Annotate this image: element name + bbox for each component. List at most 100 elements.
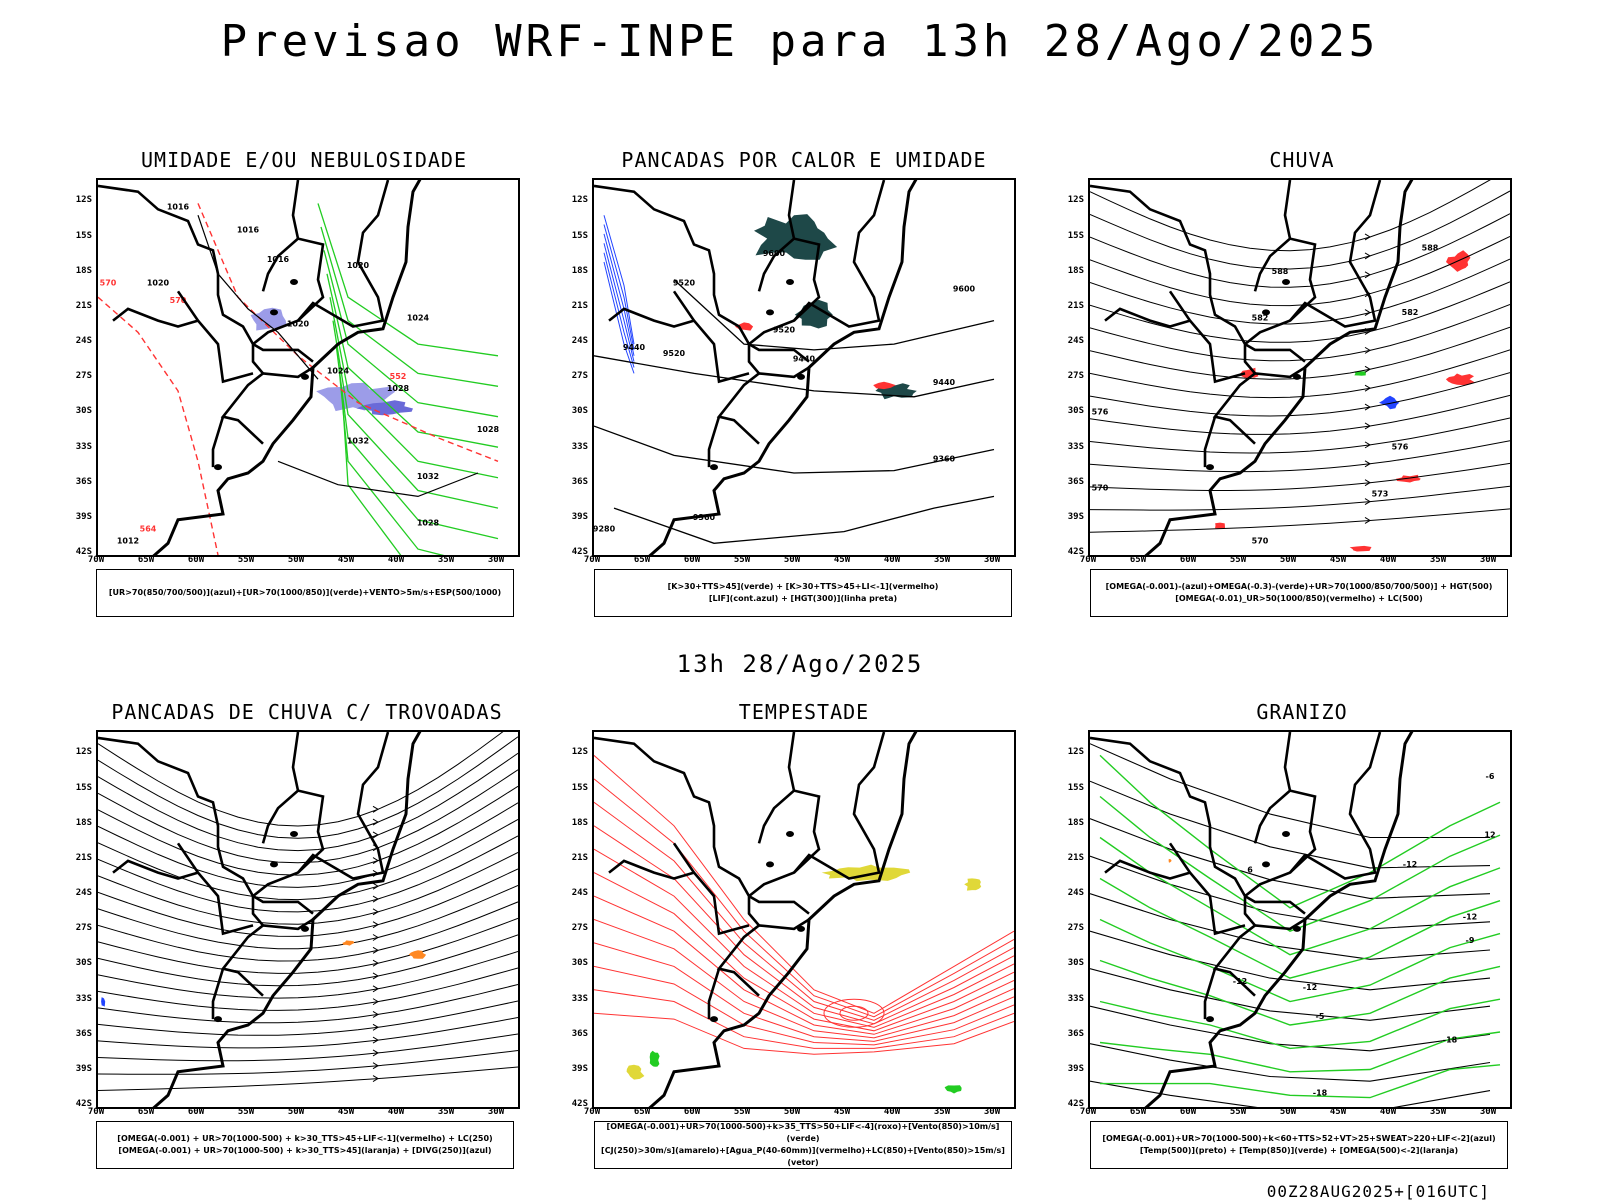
map-svg: 588 588 582 582 576 576 573 570 570 xyxy=(1090,180,1510,555)
border-line xyxy=(1254,366,1306,379)
contour-label: -6 xyxy=(1486,772,1495,781)
lon-tick-label: 65W xyxy=(137,555,155,565)
streamline-arrow xyxy=(372,1062,379,1070)
lon-tick-label: 60W xyxy=(1179,555,1197,565)
streamline-arrow xyxy=(1364,403,1371,411)
legend-line: [UR>70(850/700/500)](azul)+[UR>70(1000/8… xyxy=(108,588,502,597)
legend-line: [OMEGA(-0.001)+UR>70(1000-500)+k>35_TTS>… xyxy=(606,1122,1000,1143)
lat-tick-label: 15S xyxy=(75,230,92,241)
lon-tick-label: 35W xyxy=(437,1107,455,1117)
lake xyxy=(1293,373,1301,380)
red-streamline xyxy=(594,872,1014,1032)
lat-tick-label: 42S xyxy=(571,547,588,557)
lif-blue-contour xyxy=(603,215,635,345)
lon-tick-label: 70W xyxy=(87,555,105,565)
lon-tick-label: 30W xyxy=(983,555,1001,565)
border-line xyxy=(758,918,810,931)
lon-tick-label: 50W xyxy=(287,555,305,565)
temp850-isotherm xyxy=(1099,918,1501,1003)
streamline xyxy=(1090,372,1510,417)
streamline xyxy=(1090,462,1510,491)
border-line xyxy=(176,290,254,384)
streamline xyxy=(1090,190,1510,270)
lake xyxy=(1293,925,1301,932)
lat-tick-label: 30S xyxy=(1067,406,1084,417)
lon-tick-label: 40W xyxy=(883,555,901,565)
border-line xyxy=(1289,180,1382,328)
border-line xyxy=(1090,184,1257,445)
lat-tick-label: 39S xyxy=(571,1063,588,1074)
border-line xyxy=(1244,894,1306,915)
lon-tick-label: 30W xyxy=(1479,555,1497,565)
temp850-isotherm xyxy=(1099,1031,1501,1073)
streamline xyxy=(1090,258,1510,325)
lon-tick-label: 70W xyxy=(1079,1107,1097,1117)
jet-yellow-area xyxy=(821,864,911,882)
contour-label: 1012 xyxy=(117,536,139,545)
lon-tick-label: 70W xyxy=(583,1107,601,1117)
border-line xyxy=(748,894,810,915)
green-humidity-contour xyxy=(326,273,499,448)
streamline-arrow xyxy=(372,857,379,865)
streamline xyxy=(98,835,518,913)
lake xyxy=(786,830,794,837)
legend-granizo: [OMEGA(-0.001)+UR>70(1000-500)+k<60+TTS>… xyxy=(1090,1121,1508,1169)
lat-tick-label: 21S xyxy=(1067,300,1084,311)
lon-tick-label: 45W xyxy=(833,555,851,565)
streamline-arrow xyxy=(372,1023,379,1031)
streamline-arrow xyxy=(1364,460,1371,468)
legend-trovoadas: [OMEGA(-0.001) + UR>70(1000-500) + k>30_… xyxy=(96,1121,514,1169)
lon-tick-label: 45W xyxy=(337,555,355,565)
streamline xyxy=(98,752,518,852)
lat-tick-label: 15S xyxy=(1067,782,1084,793)
temp500-isotherm xyxy=(1090,855,1491,930)
lon-tick-label: 65W xyxy=(137,1107,155,1117)
contour-label: -9 xyxy=(1466,936,1475,945)
lat-tick-label: 33S xyxy=(1067,441,1084,452)
contour-label: 588 xyxy=(1272,267,1289,276)
lon-tick-label: 65W xyxy=(633,1107,651,1117)
coastline xyxy=(648,180,918,555)
lif-blue-contour xyxy=(603,233,635,356)
contour-label: -5 xyxy=(1316,1012,1325,1021)
lat-tick-label: 15S xyxy=(1067,230,1084,241)
contour-label: -18 xyxy=(1313,1088,1328,1097)
contour-label: -12 xyxy=(1463,913,1477,922)
lon-tick-label: 40W xyxy=(387,1107,405,1117)
lat-tick-label: 18S xyxy=(75,817,92,828)
border-line xyxy=(297,180,390,328)
lon-tick-label: 60W xyxy=(187,555,205,565)
lon-tick-label: 50W xyxy=(783,555,801,565)
lat-tick-label: 21S xyxy=(1067,852,1084,863)
border-line xyxy=(98,736,265,997)
lon-tick-label: 55W xyxy=(1229,555,1247,565)
border-line xyxy=(1168,290,1246,384)
border-line xyxy=(608,859,695,880)
contour-label: 588 xyxy=(1422,243,1439,252)
lake xyxy=(1282,830,1290,837)
border-line xyxy=(1244,180,1317,346)
lat-tick-label: 24S xyxy=(1067,336,1084,347)
green-humidity-contour xyxy=(320,226,499,387)
contour-label: 570 xyxy=(1092,484,1109,493)
legend-line: [LIF](cont.azul) + [HGT(300)](linha pret… xyxy=(708,594,898,603)
temp500-isotherm xyxy=(1090,780,1491,869)
streamline xyxy=(1090,440,1510,473)
streamline-arrow xyxy=(372,831,379,839)
contour-label: 564 xyxy=(140,525,157,534)
border-line xyxy=(1244,732,1317,898)
panel-title-pancadas-calor: PANCADAS POR CALOR E UMIDADE xyxy=(621,148,987,172)
lon-tick-label: 60W xyxy=(1179,1107,1197,1117)
streamline-arrow xyxy=(372,934,379,941)
lat-tick-label: 27S xyxy=(571,923,588,934)
coastline xyxy=(152,180,422,555)
contour-label: 12 xyxy=(1484,830,1495,839)
jet-yellow-area xyxy=(964,878,982,891)
border-line xyxy=(112,307,199,328)
border-line xyxy=(757,237,795,292)
lat-tick-label: 27S xyxy=(1067,371,1084,382)
contour-label: 570 xyxy=(170,296,187,305)
streamline-arrow xyxy=(372,1036,379,1044)
lon-tick-label: 50W xyxy=(1279,1107,1297,1117)
